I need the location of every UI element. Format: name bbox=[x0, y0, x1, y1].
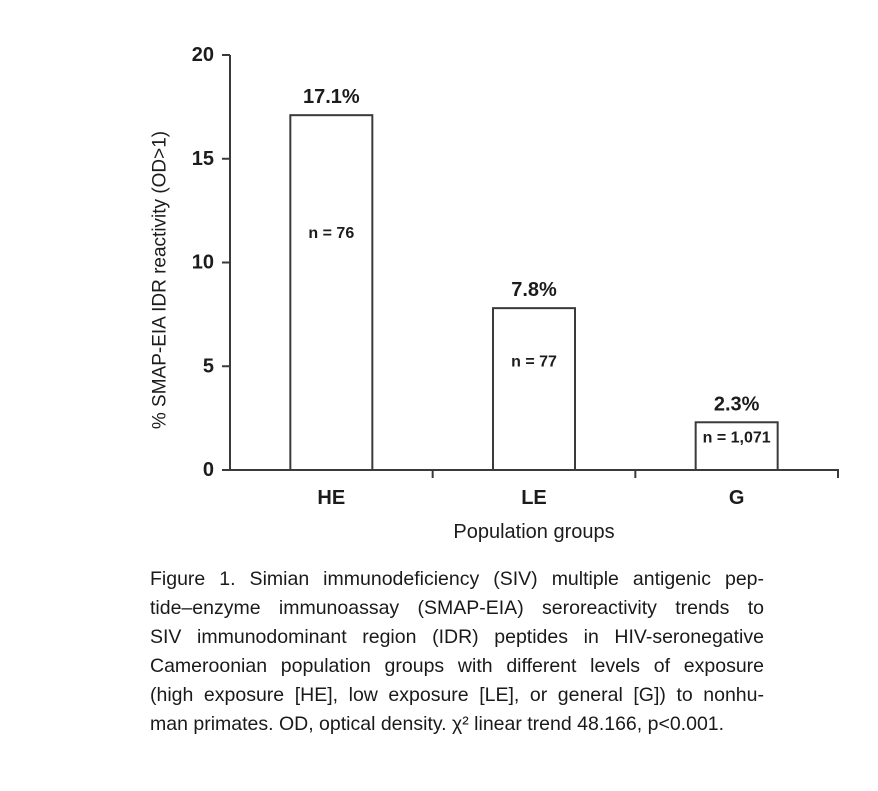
bar bbox=[694, 421, 779, 471]
bar-value-label: 7.8% bbox=[511, 279, 557, 301]
caption-line: (high exposure [HE], low exposure [LE], … bbox=[150, 684, 764, 706]
bar-value-label: 2.3% bbox=[714, 393, 760, 415]
figure-caption: Figure 1. Simian immunodeficiency (SIV) … bbox=[150, 565, 764, 739]
bar-n-label: n = 1,071 bbox=[703, 430, 771, 447]
bar bbox=[492, 307, 576, 471]
bar-chart: 0 5 10 15 20 17.1% n = 76 HE 7.8% n = 77 LE 2.3% n =… bbox=[150, 44, 839, 543]
caption-line: man primates. OD, optical density. χ² li… bbox=[150, 713, 725, 735]
y-tick-label: 5 bbox=[203, 355, 214, 377]
y-tick-label: 0 bbox=[203, 459, 214, 481]
x-axis-title: Population groups bbox=[453, 521, 614, 543]
y-axis-title: % SMAP-EIA IDR reactivity (OD>1) bbox=[150, 131, 171, 429]
y-tick-label: 20 bbox=[192, 44, 214, 66]
caption-line: SIV immunodominant region (IDR) peptides… bbox=[150, 626, 764, 648]
category-label: G bbox=[729, 487, 745, 509]
bar-n-label: n = 76 bbox=[308, 225, 354, 242]
category-label: HE bbox=[317, 487, 345, 509]
y-tick-label: 10 bbox=[192, 252, 214, 274]
caption-line: Cameroonian population groups with diffe… bbox=[150, 655, 764, 677]
caption-line: tide–enzyme immunoassay (SMAP-EIA) seror… bbox=[150, 597, 764, 619]
y-tick-label: 15 bbox=[192, 148, 214, 170]
caption-line: Figure 1. Simian immunodeficiency (SIV) … bbox=[150, 568, 764, 590]
bar bbox=[289, 114, 374, 472]
bar-value-label: 17.1% bbox=[303, 86, 360, 108]
category-label: LE bbox=[521, 487, 547, 509]
bar-n-label: n = 77 bbox=[511, 354, 557, 371]
